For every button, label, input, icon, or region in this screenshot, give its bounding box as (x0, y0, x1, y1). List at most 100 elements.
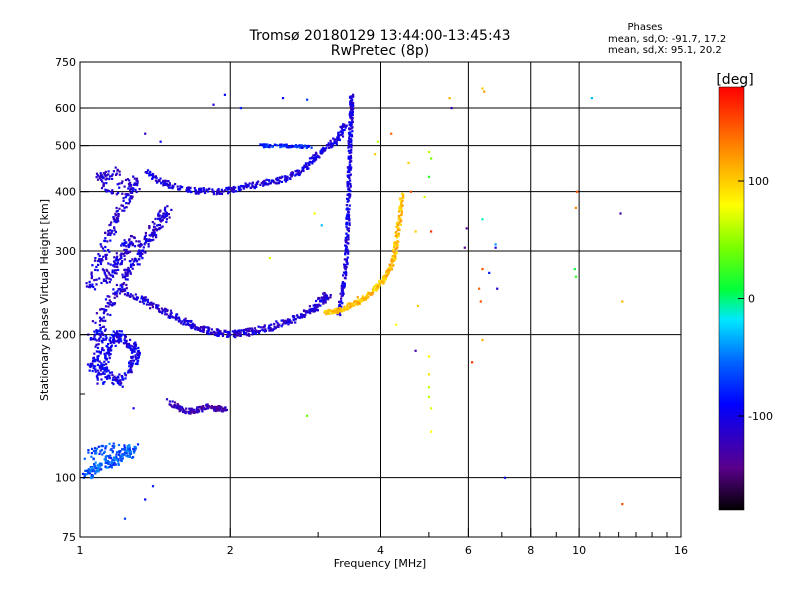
data-point (193, 411, 196, 414)
data-point (94, 268, 97, 271)
data-point (115, 340, 118, 343)
data-point (212, 103, 215, 106)
data-point (112, 383, 115, 386)
data-point (93, 463, 96, 466)
data-point (346, 263, 349, 266)
data-point (375, 289, 378, 292)
data-point (219, 408, 222, 411)
data-point (328, 312, 331, 316)
data-point (98, 333, 101, 336)
data-point (312, 157, 315, 160)
data-point (397, 218, 400, 221)
data-point (89, 468, 93, 471)
data-point (427, 373, 431, 376)
data-point (166, 205, 169, 208)
data-point (233, 329, 237, 332)
data-point (104, 357, 107, 360)
data-point (395, 234, 398, 237)
data-point (101, 372, 104, 375)
data-point (390, 267, 393, 270)
data-point (105, 253, 108, 256)
data-point (133, 445, 136, 448)
data-point (104, 245, 107, 249)
data-point (349, 150, 352, 153)
data-point (273, 322, 276, 326)
data-point (93, 469, 96, 472)
data-point (120, 262, 123, 265)
data-point (94, 449, 98, 452)
data-point (99, 335, 102, 338)
data-point (194, 189, 197, 192)
data-point (348, 136, 351, 139)
data-point (141, 300, 144, 304)
data-point (332, 137, 335, 140)
data-point (216, 332, 219, 335)
data-point (309, 160, 312, 164)
phase-stats-o: mean, sd,O: -91.7, 17.2 (608, 34, 726, 45)
data-point (125, 194, 128, 197)
data-point (100, 448, 103, 452)
data-point (212, 193, 215, 196)
data-point (136, 263, 139, 266)
data-point (347, 250, 350, 253)
data-point (621, 503, 624, 506)
data-point (118, 379, 121, 382)
data-point (123, 239, 126, 242)
data-point (117, 443, 121, 447)
data-point (347, 143, 350, 146)
data-point (304, 162, 307, 165)
data-point (162, 184, 165, 187)
data-point (102, 184, 105, 187)
data-point (122, 448, 125, 451)
data-point (126, 268, 129, 271)
data-point (145, 170, 149, 174)
data-point (133, 448, 136, 451)
data-point (165, 180, 169, 183)
data-point (349, 168, 352, 171)
data-point (155, 234, 158, 237)
data-point (304, 144, 307, 147)
data-point (496, 287, 499, 290)
data-point (107, 369, 110, 372)
data-point (115, 206, 118, 210)
data-point (98, 452, 101, 455)
data-point (94, 360, 97, 363)
data-point (130, 240, 133, 243)
data-point (180, 406, 184, 409)
data-point (113, 220, 116, 223)
data-point (129, 271, 132, 274)
data-point (347, 252, 350, 255)
data-point (350, 111, 353, 114)
data-point (129, 184, 133, 187)
data-point (313, 160, 316, 163)
data-point (136, 443, 140, 446)
data-point (110, 371, 114, 374)
data-point (348, 151, 351, 154)
data-point (120, 256, 123, 259)
data-point (243, 331, 246, 334)
data-point (99, 352, 102, 355)
data-point (125, 283, 128, 287)
data-point (91, 338, 94, 341)
data-point (448, 97, 451, 100)
data-point (125, 241, 128, 244)
data-point (157, 223, 160, 227)
data-point (109, 239, 112, 242)
data-point (364, 295, 367, 298)
data-point (113, 445, 116, 448)
data-point (350, 140, 353, 143)
data-point (310, 146, 313, 149)
data-point (125, 449, 128, 452)
data-point (126, 193, 129, 196)
data-point (97, 350, 101, 353)
data-point (99, 351, 102, 354)
data-point (269, 144, 272, 147)
data-point (262, 184, 265, 187)
data-point (224, 189, 227, 192)
data-point (314, 307, 317, 310)
data-point (106, 345, 109, 348)
data-point (90, 455, 93, 458)
data-point (339, 292, 342, 295)
data-point (302, 169, 305, 173)
data-point (143, 238, 146, 241)
